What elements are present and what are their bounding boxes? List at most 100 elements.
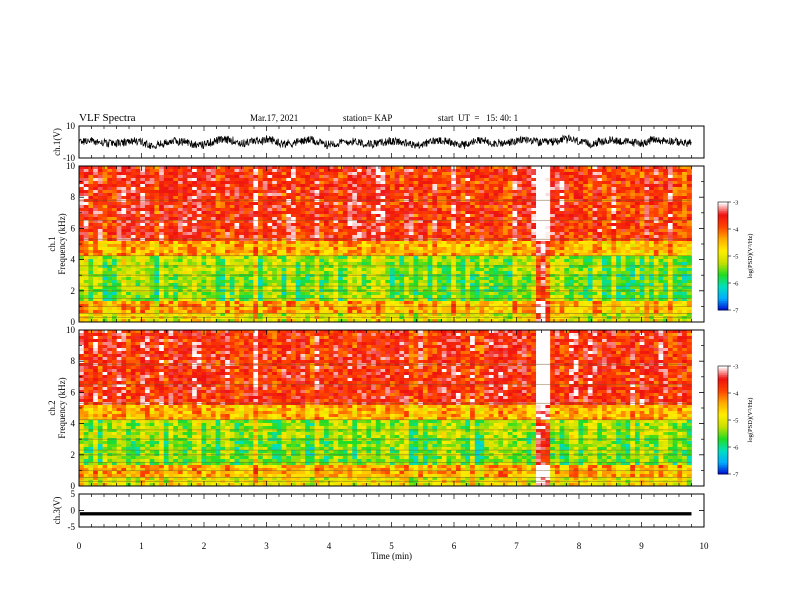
spectrogram-cell xyxy=(465,172,471,176)
spectrogram-cell xyxy=(587,214,593,218)
spectrogram-cell xyxy=(248,196,254,200)
spectrogram-cell xyxy=(620,241,626,245)
spectrogram-cell xyxy=(220,268,226,272)
spectrogram-cell xyxy=(578,190,584,194)
spectrogram-cell xyxy=(550,247,556,251)
spectrogram-cell xyxy=(361,220,367,224)
spectrogram-cell xyxy=(196,265,202,269)
spectrogram-cell xyxy=(418,247,424,251)
spectrogram-cell xyxy=(319,277,325,281)
spectrogram-cell xyxy=(126,274,132,278)
spectrogram-cell xyxy=(116,190,122,194)
spectrogram-cell xyxy=(507,169,513,173)
spectrogram-cell xyxy=(564,247,570,251)
spectrogram-cell xyxy=(286,184,292,188)
spectrogram-cell xyxy=(248,268,254,272)
spectrogram-cell xyxy=(97,184,103,188)
spectrogram-cell xyxy=(140,268,146,272)
spectrogram-cell xyxy=(601,208,608,212)
spectrogram-cell xyxy=(305,181,311,185)
spectrogram-cell xyxy=(531,226,537,230)
spectrogram-cell xyxy=(291,271,297,275)
spectrogram-cell xyxy=(682,190,688,194)
spectrogram-cell xyxy=(338,232,344,236)
spectrogram-cell xyxy=(121,178,127,182)
spectrogram-cell xyxy=(620,223,626,227)
spectrogram-cell xyxy=(356,220,363,224)
spectrogram-cell xyxy=(102,262,108,266)
spectrogram-cell xyxy=(394,265,400,269)
spectrogram-cell xyxy=(375,211,381,215)
spectrogram-cell xyxy=(578,256,584,260)
spectrogram-cell xyxy=(333,220,339,224)
spectrogram-cell xyxy=(116,232,122,236)
spectrogram-cell xyxy=(286,232,292,236)
spectrogram-cell xyxy=(545,265,551,269)
spectrogram-cell xyxy=(338,178,344,182)
spectrogram-cell xyxy=(206,178,212,182)
spectrogram-cell xyxy=(597,214,603,218)
spectrogram-cell xyxy=(135,214,141,218)
spectrogram-cell xyxy=(616,181,622,185)
spectrogram-cell xyxy=(498,253,504,257)
spectrogram-cell xyxy=(347,271,353,275)
spectrogram-cell xyxy=(427,223,433,227)
spectrogram-cell xyxy=(210,175,217,179)
spectrogram-cell xyxy=(465,184,471,188)
spectrogram-cell xyxy=(587,175,593,179)
spectrogram-cell xyxy=(210,223,217,227)
spectrogram-cell xyxy=(512,229,518,233)
spectrogram-cell xyxy=(366,259,372,263)
spectrogram-cell xyxy=(361,214,367,218)
spectrogram-cell xyxy=(262,253,268,257)
spectrogram-cell xyxy=(347,256,353,260)
spectrogram-cell xyxy=(470,208,476,212)
spectrogram-cell xyxy=(314,235,320,239)
spectrogram-cell xyxy=(239,202,245,206)
spectrogram-cell xyxy=(380,265,386,269)
spectrogram-cell xyxy=(658,214,664,218)
spectrogram-cell xyxy=(488,193,495,197)
spectrogram-cell xyxy=(545,208,551,212)
spectrogram-cell xyxy=(149,187,155,191)
spectrogram-cell xyxy=(672,268,678,272)
spectrogram-cell xyxy=(578,274,584,278)
spectrogram-cell xyxy=(135,235,141,239)
spectrogram-cell xyxy=(276,217,282,221)
spectrogram-cell xyxy=(653,265,659,269)
spectrogram-cell xyxy=(616,250,622,254)
spectrogram-cell xyxy=(460,181,466,185)
spectrogram-cell xyxy=(569,274,575,278)
spectrogram-cell xyxy=(408,265,414,269)
spectrogram-cell xyxy=(352,244,358,248)
spectrogram-cell xyxy=(83,241,89,245)
spectrogram-cell xyxy=(639,265,645,269)
spectrogram-cell xyxy=(267,277,273,281)
spectrogram-cell xyxy=(517,181,523,185)
spectrogram-cell xyxy=(276,262,282,266)
spectrogram-cell xyxy=(658,220,664,224)
spectrogram-cell xyxy=(536,271,542,275)
spectrogram-cell xyxy=(182,244,188,248)
spectrogram-cell xyxy=(309,235,315,239)
spectrogram-cell xyxy=(356,196,363,200)
spectrogram-cell xyxy=(243,232,250,236)
spectrogram-cell xyxy=(328,181,334,185)
spectrogram-cell xyxy=(517,229,523,233)
spectrogram-cell xyxy=(121,226,127,230)
spectrogram-cell xyxy=(536,196,542,200)
spectrogram-cell xyxy=(559,217,565,221)
spectrogram-cell xyxy=(512,211,518,215)
spectrogram-cell xyxy=(276,169,282,173)
spectrogram-cell xyxy=(507,211,513,215)
spectrogram-cell xyxy=(455,193,462,197)
spectrogram-cell xyxy=(111,193,118,197)
spectrogram-cell xyxy=(634,244,641,248)
spectrogram-cell xyxy=(295,187,301,191)
spectrogram-cell xyxy=(347,259,353,263)
spectrogram-cell xyxy=(177,166,184,170)
spectrogram-cell xyxy=(399,193,405,197)
spectrogram-cell xyxy=(526,253,532,257)
spectrogram-cell xyxy=(389,259,396,263)
spectrogram-cell xyxy=(385,250,391,254)
